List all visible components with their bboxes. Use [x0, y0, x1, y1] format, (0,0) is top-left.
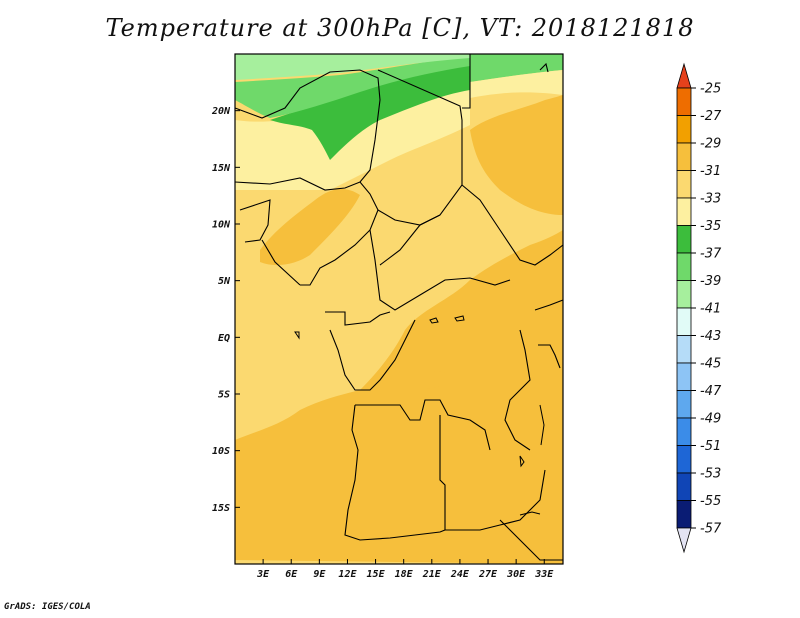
lake-shapes — [294, 315, 545, 516]
lake-2 — [454, 315, 465, 322]
lat-tick-label: 5S — [218, 390, 230, 401]
lon-tick-label: 24E — [450, 569, 470, 580]
colorbar-label: -47 — [700, 384, 722, 399]
temperature-field-warm-spot — [420, 370, 448, 389]
border-nigeria — [234, 177, 379, 286]
border-zambia — [439, 415, 546, 531]
colorbar-bottom-arrow — [676, 527, 692, 554]
colorbar-label: -35 — [700, 219, 721, 234]
border-egypt — [462, 54, 471, 109]
border-congo — [329, 319, 416, 391]
lake-3 — [519, 455, 525, 468]
longitude-ticks: 3E 6E 9E 12E 15E 18E 21E 24E 27E 30E 33E — [256, 559, 554, 580]
colorbar-label: -33 — [700, 192, 721, 207]
island-bioko — [294, 331, 300, 340]
lon-tick-label: 3E — [256, 569, 270, 580]
temperature-field-warm-nigeria — [260, 188, 360, 266]
lon-tick-label: 27E — [478, 569, 498, 580]
border-drc-angola — [355, 399, 491, 451]
colorbar-swatch — [676, 472, 692, 501]
border-lakes — [504, 329, 531, 451]
colorbar-swatch — [676, 500, 692, 529]
colorbar-label: -51 — [700, 439, 721, 454]
colorbar-swatch — [676, 390, 692, 419]
colorbar-swatch — [676, 307, 692, 336]
border-algeria-niger — [234, 69, 381, 183]
map-frame — [234, 53, 564, 565]
colorbar-swatch — [676, 445, 692, 474]
border-coast-west — [261, 239, 301, 286]
temperature-field-band-35-east — [470, 70, 563, 98]
lon-tick-label: 15E — [367, 569, 386, 580]
lake-tanganyika — [539, 404, 545, 446]
border-gabon-north — [325, 311, 391, 326]
country-borders — [234, 54, 564, 561]
colorbar-swatch — [676, 362, 692, 391]
colorbar-label: -31 — [700, 164, 721, 179]
temperature-field-warm-northeast — [470, 95, 563, 215]
temperature-field-band-39 — [235, 56, 470, 118]
colorbar-label: -37 — [700, 247, 722, 262]
colorbar-swatch — [676, 280, 692, 309]
map-panel: 20N 15N 10N 5N EQ 5S 10S 15S 3E 6E 9E 12E 15E 18E 21E… — [211, 53, 564, 580]
lat-tick-label: 10N — [212, 220, 231, 231]
credit-label: GrADS: IGES/COLA — [4, 602, 91, 612]
border-sudan — [461, 184, 564, 266]
border-red-sea — [539, 62, 549, 73]
colorbar: -25 -27 -29 -31 -33 -35 -37 -39 -41 -43 -45 -47 -49 -… — [676, 62, 722, 554]
lon-tick-label: 33E — [534, 569, 554, 580]
lake-4 — [519, 511, 541, 516]
temperature-field-warm-south — [235, 230, 563, 564]
colorbar-swatch — [676, 170, 692, 199]
temperature-field-band-39-east — [470, 54, 563, 82]
border-benin — [239, 199, 271, 243]
border-chad — [377, 69, 463, 266]
colorbar-swatch — [676, 115, 692, 144]
border-south — [499, 519, 563, 561]
colorbar-label: -43 — [700, 329, 721, 344]
border-namibia — [414, 529, 446, 536]
colorbar-label: -45 — [700, 357, 721, 372]
colorbar-label: -39 — [700, 274, 721, 289]
border-lake-victoria — [538, 344, 561, 369]
latitude-ticks: 20N 15N 10N 5N EQ 5S 10S 15S — [211, 106, 240, 514]
colorbar-swatch — [676, 417, 692, 446]
colorbar-swatch — [676, 225, 692, 254]
colorbar-label: -29 — [700, 137, 721, 152]
colorbar-swatch — [676, 335, 692, 364]
colorbar-swatch — [676, 87, 692, 116]
colorbar-label: -49 — [700, 412, 721, 427]
colorbar-label: -57 — [700, 522, 722, 537]
temperature-field-band-41 — [235, 54, 470, 80]
lat-tick-label: 15N — [212, 163, 231, 174]
colorbar-swatch — [676, 142, 692, 171]
colorbar-label: -27 — [700, 109, 722, 124]
border-car-north — [377, 209, 441, 226]
lon-tick-label: 9E — [313, 569, 326, 580]
lat-tick-label: 5N — [218, 276, 231, 287]
colorbar-label: -25 — [700, 82, 721, 97]
lon-tick-label: 21E — [422, 569, 442, 580]
colorbar-label: -53 — [700, 467, 721, 482]
lat-tick-label: EQ — [218, 333, 230, 344]
colorbar-label: -55 — [700, 494, 721, 509]
lon-tick-label: 30E — [506, 569, 526, 580]
colorbar-swatch — [676, 252, 692, 281]
lat-tick-label: 15S — [212, 503, 230, 514]
lon-tick-label: 6E — [285, 569, 298, 580]
lake-1 — [429, 317, 439, 324]
lat-tick-label: 20N — [211, 106, 231, 117]
map-title: Temperature at 300hPa [C], VT: 201812181… — [105, 14, 695, 42]
colorbar-top-arrow — [676, 62, 692, 89]
colorbar-swatch — [676, 197, 692, 226]
lon-tick-label: 18E — [395, 569, 414, 580]
border-angola-west — [344, 404, 416, 541]
colorbar-label: -41 — [700, 302, 721, 317]
lon-tick-label: 12E — [338, 569, 357, 580]
border-car-south — [369, 229, 511, 311]
border-kenya — [534, 299, 564, 311]
lat-tick-label: 10S — [212, 446, 230, 457]
